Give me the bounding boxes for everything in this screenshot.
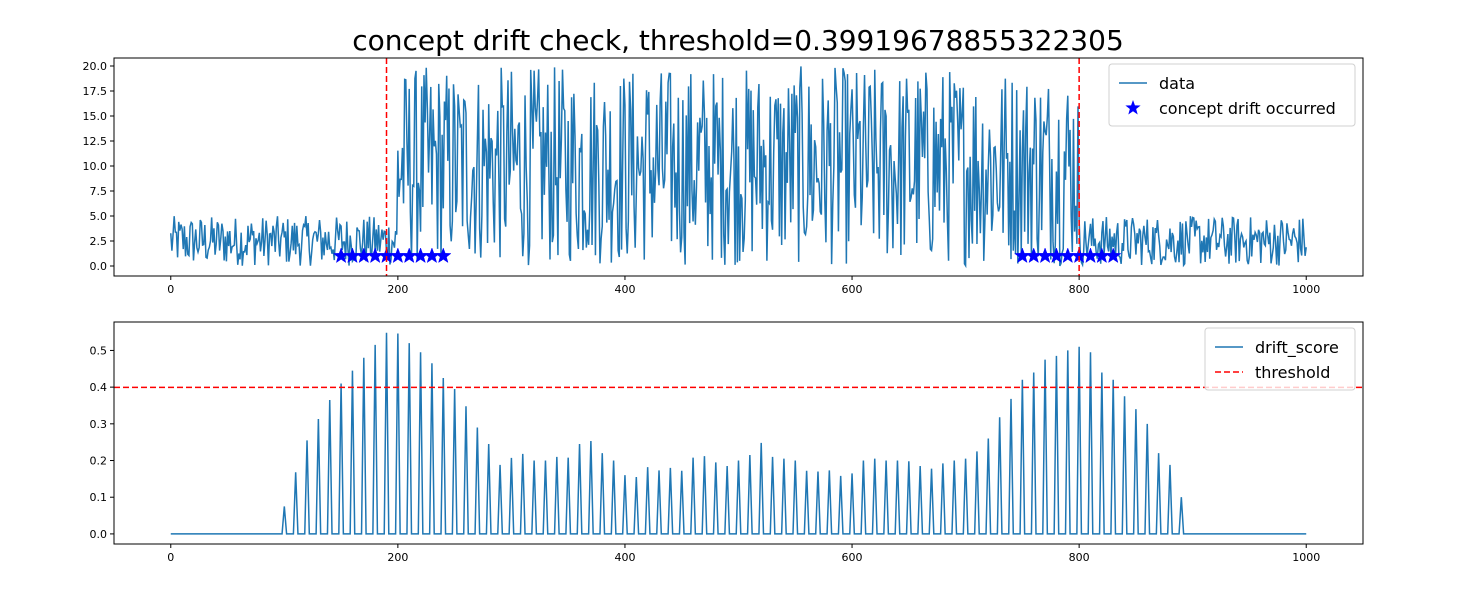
x-tick-label: 200 xyxy=(387,551,408,564)
y-tick-label: 20.0 xyxy=(83,60,108,73)
plot-area xyxy=(170,58,1307,276)
figure-title: concept drift check, threshold=0.3991967… xyxy=(352,24,1124,57)
drift-star-marker xyxy=(412,247,429,264)
x-tick-label: 800 xyxy=(1069,283,1090,296)
y-tick-label: 5.0 xyxy=(90,210,108,223)
y-tick-label: 15.0 xyxy=(83,110,108,123)
legend-star-icon xyxy=(1125,100,1141,115)
x-tick-label: 400 xyxy=(614,551,635,564)
drift-star-marker xyxy=(423,247,441,264)
series-line-data xyxy=(170,66,1307,269)
drift-star-marker xyxy=(400,247,418,264)
legend-box xyxy=(1108,63,1356,127)
y-tick-label: 0.3 xyxy=(90,418,108,431)
x-tick-label: 800 xyxy=(1069,551,1090,564)
axes-frame xyxy=(113,57,1364,277)
y-tick-label: 0.5 xyxy=(90,344,108,357)
legend-label: concept drift occurred xyxy=(1159,99,1336,118)
drift-star-marker xyxy=(434,247,452,264)
y-tick-label: 0.0 xyxy=(90,260,108,273)
bottom-axes: 0 200 400 600 800 1000 0.0 0.1 0.2 0.3 0.4 0.5 drift… xyxy=(90,321,1364,564)
y-tick-label: 0.0 xyxy=(90,528,108,541)
y-tick-label: 0.4 xyxy=(90,381,108,394)
legend-label: data xyxy=(1159,74,1195,93)
top-axes: 0 200 400 600 800 1000 0.0 2.5 5.0 7.5 10.0 12.5 15.… xyxy=(83,57,1364,296)
y-tick-label: 12.5 xyxy=(83,135,108,148)
y-tick-label: 10.0 xyxy=(83,160,108,173)
x-tick-label: 0 xyxy=(167,551,174,564)
x-tick-label: 600 xyxy=(842,551,863,564)
x-tick-label: 400 xyxy=(614,283,635,296)
series-line-drift-score xyxy=(170,332,1307,535)
y-tick-label: 0.2 xyxy=(90,455,108,468)
legend: drift_score threshold xyxy=(1204,327,1356,391)
legend-box xyxy=(1204,327,1356,391)
axes-frame xyxy=(113,321,1364,545)
legend: data concept drift occurred xyxy=(1108,63,1356,127)
y-tick-label: 17.5 xyxy=(83,85,108,98)
drift-star-marker xyxy=(1104,247,1122,264)
x-tick-label: 0 xyxy=(167,283,174,296)
plot-area xyxy=(114,332,1363,535)
y-tick-label: 0.1 xyxy=(90,491,108,504)
drift-star-marker xyxy=(389,247,407,264)
y-tick-label: 7.5 xyxy=(90,185,108,198)
x-tick-label: 1000 xyxy=(1292,551,1320,564)
x-tick-label: 1000 xyxy=(1292,283,1320,296)
legend-label: drift_score xyxy=(1255,338,1339,358)
y-tick-label: 2.5 xyxy=(90,235,108,248)
legend-label: threshold xyxy=(1255,363,1330,382)
drift-star-marker xyxy=(355,247,373,264)
x-tick-label: 200 xyxy=(387,283,408,296)
x-tick-label: 600 xyxy=(842,283,863,296)
